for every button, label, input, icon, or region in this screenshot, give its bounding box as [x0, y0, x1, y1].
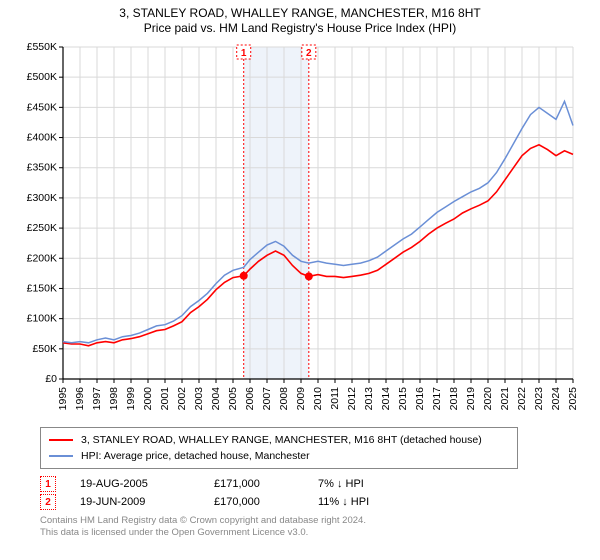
title-line-2: Price paid vs. HM Land Registry's House … — [0, 21, 600, 35]
svg-text:2014: 2014 — [380, 387, 392, 411]
svg-text:£550K: £550K — [27, 41, 57, 53]
svg-text:2005: 2005 — [227, 387, 239, 411]
svg-text:2003: 2003 — [193, 387, 205, 411]
svg-text:2015: 2015 — [397, 387, 409, 411]
sales-list: 1 19-AUG-2005 £171,000 7% ↓ HPI 2 19-JUN… — [40, 475, 600, 511]
svg-text:1: 1 — [241, 48, 247, 59]
sale-date: 19-JUN-2009 — [80, 496, 190, 508]
svg-text:2007: 2007 — [261, 387, 273, 411]
svg-text:2025: 2025 — [567, 387, 579, 411]
svg-text:2009: 2009 — [295, 387, 307, 411]
chart-container: £0 £50K £100K £150K £200K £250K £300K £350K £400… — [15, 39, 585, 419]
legend-swatch — [49, 439, 73, 441]
svg-text:2021: 2021 — [499, 387, 511, 411]
svg-text:2022: 2022 — [516, 387, 528, 411]
svg-text:2: 2 — [306, 48, 312, 59]
svg-text:£150K: £150K — [27, 282, 57, 294]
sale-row: 2 19-JUN-2009 £170,000 11% ↓ HPI — [40, 493, 600, 511]
chart-title-block: 3, STANLEY ROAD, WHALLEY RANGE, MANCHEST… — [0, 0, 600, 35]
svg-text:2008: 2008 — [278, 387, 290, 411]
svg-text:2000: 2000 — [142, 387, 154, 411]
svg-text:£0: £0 — [45, 373, 57, 385]
svg-text:1999: 1999 — [125, 387, 137, 411]
sale-marker-icon: 2 — [40, 494, 56, 510]
svg-text:2011: 2011 — [329, 387, 341, 410]
sale-row: 1 19-AUG-2005 £171,000 7% ↓ HPI — [40, 475, 600, 493]
legend-label: 3, STANLEY ROAD, WHALLEY RANGE, MANCHEST… — [81, 434, 482, 446]
legend-item: 3, STANLEY ROAD, WHALLEY RANGE, MANCHEST… — [49, 432, 509, 448]
svg-text:£300K: £300K — [27, 192, 57, 204]
footnote-line-1: Contains HM Land Registry data © Crown c… — [40, 515, 600, 527]
svg-text:£500K: £500K — [27, 71, 57, 83]
svg-text:2002: 2002 — [176, 387, 188, 411]
svg-text:2010: 2010 — [312, 387, 324, 411]
svg-text:1996: 1996 — [74, 387, 86, 411]
svg-text:2016: 2016 — [414, 387, 426, 411]
svg-text:£100K: £100K — [27, 313, 57, 325]
svg-text:2020: 2020 — [482, 387, 494, 411]
svg-text:£50K: £50K — [32, 343, 57, 355]
footnote: Contains HM Land Registry data © Crown c… — [40, 515, 600, 539]
legend-swatch — [49, 455, 73, 457]
svg-text:£350K: £350K — [27, 162, 57, 174]
price-chart: £0 £50K £100K £150K £200K £250K £300K £350K £400… — [15, 39, 585, 419]
svg-text:£200K: £200K — [27, 252, 57, 264]
svg-text:£450K: £450K — [27, 101, 57, 113]
svg-text:2017: 2017 — [431, 387, 443, 411]
sale-price: £170,000 — [214, 496, 294, 508]
svg-text:2023: 2023 — [533, 387, 545, 411]
svg-text:2012: 2012 — [346, 387, 358, 411]
svg-text:2019: 2019 — [465, 387, 477, 411]
svg-text:1997: 1997 — [91, 387, 103, 411]
sale-date: 19-AUG-2005 — [80, 478, 190, 490]
sale-price: £171,000 — [214, 478, 294, 490]
sale-marker-icon: 1 — [40, 476, 56, 492]
svg-text:1995: 1995 — [57, 387, 69, 411]
legend-label: HPI: Average price, detached house, Manc… — [81, 450, 310, 462]
svg-text:2018: 2018 — [448, 387, 460, 411]
sale-delta: 11% ↓ HPI — [318, 496, 369, 508]
sale-delta: 7% ↓ HPI — [318, 478, 364, 490]
svg-text:£400K: £400K — [27, 132, 57, 144]
footnote-line-2: This data is licensed under the Open Gov… — [40, 527, 600, 539]
legend-item: HPI: Average price, detached house, Manc… — [49, 448, 509, 464]
svg-text:2004: 2004 — [210, 387, 222, 411]
svg-text:2006: 2006 — [244, 387, 256, 411]
svg-text:2024: 2024 — [550, 387, 562, 411]
title-line-1: 3, STANLEY ROAD, WHALLEY RANGE, MANCHEST… — [0, 6, 600, 20]
svg-text:£250K: £250K — [27, 222, 57, 234]
legend: 3, STANLEY ROAD, WHALLEY RANGE, MANCHEST… — [40, 427, 518, 469]
svg-text:1998: 1998 — [108, 387, 120, 411]
svg-text:2001: 2001 — [159, 387, 171, 411]
svg-text:2013: 2013 — [363, 387, 375, 411]
